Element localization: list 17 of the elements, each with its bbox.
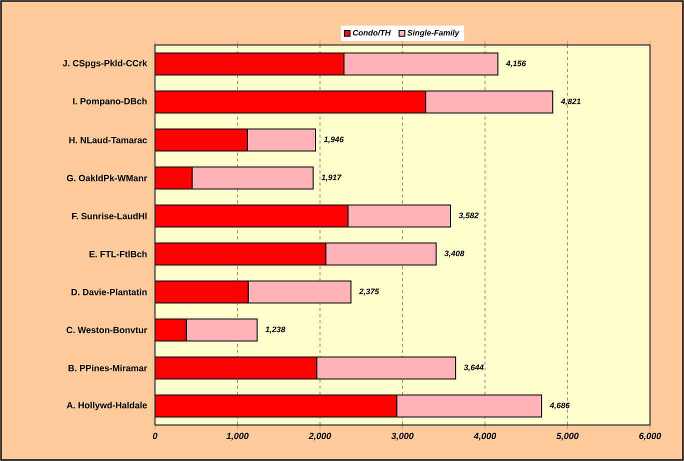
y-tick-label: A. Hollywd-Haldale: [66, 402, 147, 410]
y-tick-label: E. FTL-FtlBch: [90, 250, 147, 258]
x-tick-label: 5,000: [556, 432, 579, 440]
y-tick-label: D. Davie-Plantatin: [72, 288, 147, 296]
x-tick-label: 3,000: [391, 432, 414, 440]
x-tick-label: 1,000: [226, 432, 249, 440]
y-tick-label: C. Weston-Bonvtur: [66, 326, 148, 334]
x-tick-label: 4,000: [474, 432, 496, 440]
x-tick-label: 2,000: [308, 432, 332, 440]
y-tick-label: F. Sunrise-LaudHl: [72, 212, 147, 220]
y-tick-label: H. NLaud-Tamarac: [69, 136, 147, 144]
y-tick-label: G. OakldPk-WManr: [66, 174, 148, 182]
y-tick-label: J. CSpgs-Pkld-CCrk: [62, 60, 148, 68]
y-tick-label: B. PPines-Miramar: [68, 364, 148, 372]
x-tick-label: 6,000: [639, 432, 662, 440]
x-tick-label: 0: [152, 432, 158, 440]
y-tick-label: I. Pompano-DBch: [73, 98, 147, 106]
